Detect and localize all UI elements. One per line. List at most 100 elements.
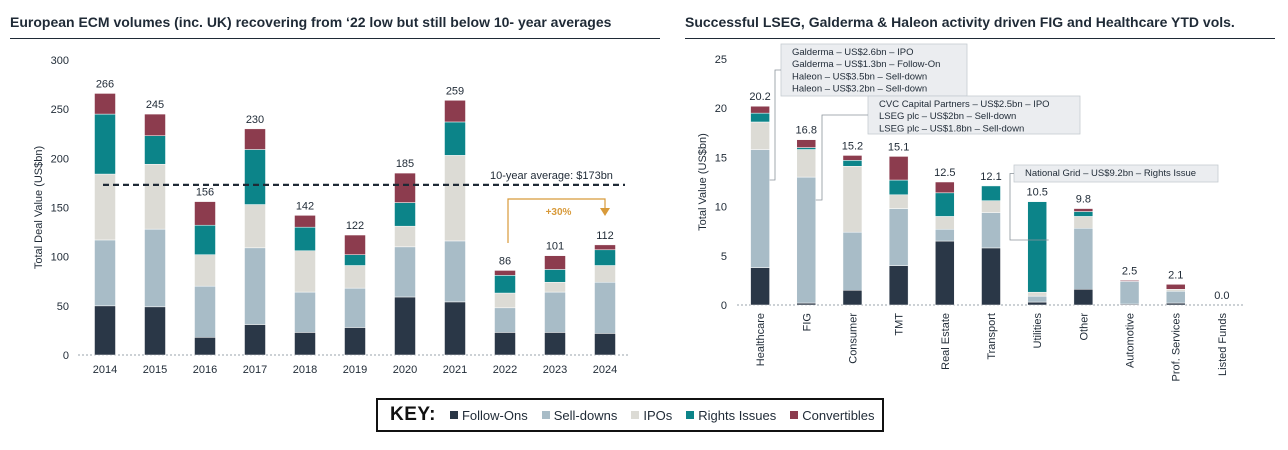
- bar-total-label: 101: [546, 241, 564, 253]
- left-chart-title: European ECM volumes (inc. UK) recoverin…: [10, 14, 612, 30]
- bar-segment-ipos: [750, 121, 770, 150]
- bar-total-label: 16.8: [796, 125, 817, 137]
- bar-total-label: 185: [396, 158, 414, 170]
- x-tick-label: 2021: [443, 364, 467, 376]
- ecm-volumes-chart: 0 50 100 150 200 250 300 Total Deal Value (US$b…: [33, 55, 630, 376]
- bar-total-label: 9.8: [1076, 194, 1091, 206]
- bar-segment-convertibles: [94, 93, 116, 115]
- bar-segment-follow-ons: [981, 247, 1001, 306]
- x-tick-label: 2020: [393, 364, 417, 376]
- legend-item-follow-ons: Follow-Ons: [449, 408, 528, 423]
- bar-total-label: 12.1: [980, 171, 1001, 183]
- x-tick-label: 2018: [293, 364, 317, 376]
- bar-segment-follow-ons: [796, 302, 817, 306]
- bar-total-label: 112: [596, 230, 614, 242]
- y-tick-label: 0: [63, 350, 69, 362]
- legend-item-ipos: IPOs: [631, 408, 672, 423]
- bar-segment-convertibles: [750, 105, 770, 114]
- bar-segment-rights-issues: [1073, 211, 1094, 217]
- bar-total-label: 12.5: [934, 167, 955, 179]
- x-tick-label: 2024: [593, 364, 617, 376]
- bar-total-label: 245: [146, 99, 164, 111]
- growth-arrow-head: [600, 208, 610, 216]
- bar-total-label: 156: [196, 187, 214, 199]
- y-tick-label: 10: [715, 202, 727, 214]
- bar-segment-follow-ons: [1027, 301, 1047, 306]
- bar-segment-ipos: [1165, 289, 1186, 292]
- x-tick-label: 2016: [193, 364, 217, 376]
- y-tick-label: 50: [57, 301, 69, 313]
- y-axis-label: Total Deal Value (US$bn): [33, 146, 45, 269]
- callout-text: LSEG plc – US$1.8bn – Sell-down: [879, 123, 1024, 134]
- callout-connector: [769, 69, 781, 181]
- y-tick-label: 25: [715, 54, 727, 66]
- x-tick-label: 2023: [543, 364, 567, 376]
- average-line-label: 10-year average: $173bn: [490, 170, 613, 182]
- callout-box: [780, 43, 968, 97]
- bar-segment-rights-issues: [888, 179, 909, 196]
- bar-segment-sell-downs: [1165, 290, 1186, 304]
- bar-total-label: 122: [346, 220, 364, 232]
- callout-connector: [1009, 173, 1049, 241]
- bar-total-label: 230: [246, 114, 264, 126]
- left-title-rule: [10, 38, 660, 39]
- bar-segment-ipos: [1073, 216, 1094, 229]
- bar-total-label: 20.2: [749, 91, 770, 103]
- y-tick-label: 300: [51, 55, 69, 67]
- bar-total-label: 10.5: [1026, 187, 1047, 199]
- bar-segment-ipos: [888, 194, 909, 209]
- x-tick-label: Prof. Services: [1171, 313, 1183, 382]
- y-tick-label: 5: [721, 251, 727, 263]
- bar-segment-sell-downs: [1119, 281, 1140, 305]
- y-tick-label: 250: [51, 104, 69, 116]
- x-tick-label: Automotive: [1125, 313, 1137, 368]
- bar-segment-convertibles: [1165, 284, 1186, 290]
- bar-segment-sell-downs: [935, 228, 955, 242]
- y-axis-label: Total Value (US$bn): [697, 133, 709, 231]
- callout-text: Haleon – US$3.2bn – Sell-down: [792, 84, 927, 95]
- callout-text: Galderma – US$1.3bn – Follow-On: [792, 59, 940, 70]
- x-tick-label: FIG: [801, 313, 813, 331]
- bar-total-label: 0.0: [1214, 290, 1229, 302]
- growth-arrow-line: [507, 198, 606, 243]
- bar-total-label: 259: [446, 85, 464, 97]
- bar-segment-sell-downs: [750, 149, 770, 268]
- bar-segment-convertibles: [796, 139, 817, 148]
- bar-segment-sell-downs: [842, 231, 863, 291]
- bar-segment-convertibles: [394, 172, 416, 203]
- bar-segment-rights-issues: [1027, 201, 1047, 293]
- bar-segment-sell-downs: [981, 212, 1001, 249]
- x-tick-label: 2014: [93, 364, 117, 376]
- x-tick-label: 2019: [343, 364, 367, 376]
- bar-segment-convertibles: [294, 215, 316, 228]
- callout-text: LSEG plc – US$2bn – Sell-down: [879, 111, 1016, 122]
- x-tick-label: Listed Funds: [1217, 313, 1229, 376]
- bar-segment-sell-downs: [796, 176, 817, 304]
- bar-segment-ipos: [842, 166, 863, 233]
- callout-text: National Grid – US$9.2bn – Rights Issue: [1025, 168, 1196, 179]
- bar-segment-convertibles: [444, 100, 466, 123]
- x-tick-label: Real Estate: [940, 313, 952, 370]
- bar-segment-convertibles: [194, 201, 216, 226]
- callout-box: [867, 95, 1081, 135]
- bar-total-label: 15.2: [842, 140, 863, 152]
- x-tick-label: Consumer: [847, 313, 859, 364]
- bar-segment-convertibles: [544, 255, 566, 270]
- legend-swatch: [790, 411, 799, 419]
- x-tick-label: Other: [1078, 313, 1090, 341]
- bar-segment-sell-downs: [888, 208, 909, 266]
- bar-segment-convertibles: [1073, 208, 1094, 212]
- bar-segment-convertibles: [842, 155, 863, 161]
- bar-total-label: 142: [296, 200, 314, 212]
- growth-annotation: +30%: [546, 207, 572, 218]
- x-tick-label: 2015: [143, 364, 167, 376]
- y-tick-label: 20: [715, 103, 727, 115]
- bar-segment-convertibles: [144, 113, 166, 136]
- y-tick-label: 150: [51, 203, 69, 215]
- bar-segment-follow-ons: [935, 240, 955, 306]
- bar-segment-rights-issues: [981, 185, 1001, 201]
- y-tick-label: 15: [715, 152, 727, 164]
- y-tick-label: 0: [721, 300, 727, 312]
- bar-total-label: 2.5: [1122, 265, 1137, 277]
- bar-segment-convertibles: [935, 181, 955, 194]
